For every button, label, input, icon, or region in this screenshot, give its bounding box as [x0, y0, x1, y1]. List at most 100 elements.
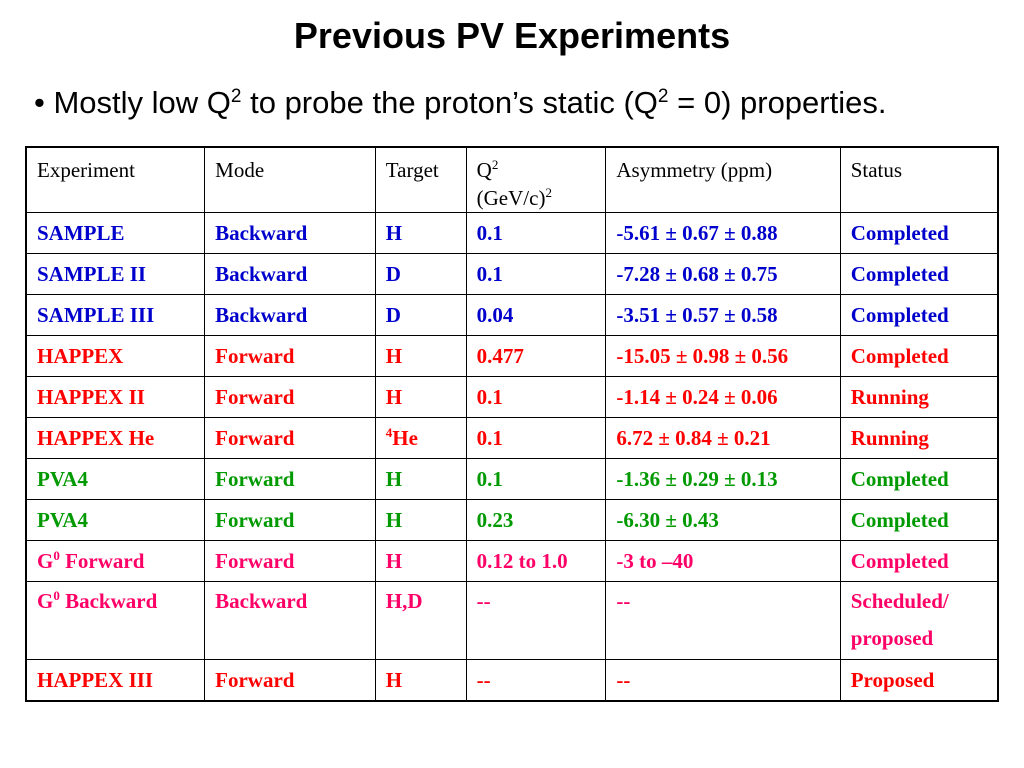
cell-experiment: HAPPEX: [25, 335, 206, 377]
experiment-name: HAPPEX He: [37, 426, 155, 450]
header-asymmetry: Asymmetry (ppm): [605, 146, 841, 213]
target-superscript: 4: [385, 425, 393, 440]
experiments-table: Experiment Mode Target Q2 (GeV/c)2 Asymme…: [25, 146, 999, 702]
experiment-superscript: 0: [53, 588, 60, 603]
experiment-name: PVA4: [37, 467, 88, 491]
mode-value: Forward: [215, 668, 295, 692]
cell-q2: 0.477: [465, 335, 607, 377]
status-value: Completed: [850, 262, 949, 286]
q2-value: --: [476, 589, 491, 613]
table-row: SAMPLE II Backward D 0.1 -7.28 ± 0.68 ± 0.75…: [25, 253, 999, 295]
status-value: Running: [850, 426, 929, 450]
target-value: H,D: [385, 589, 423, 613]
cell-asymmetry: -1.14 ± 0.24 ± 0.06: [605, 376, 841, 418]
cell-mode: Forward: [204, 376, 376, 418]
cell-status: Completed: [839, 540, 999, 582]
cell-mode: Forward: [204, 458, 376, 500]
table-row: HAPPEX III Forward H -- -- Proposed: [25, 659, 999, 701]
experiment-name: SAMPLE: [37, 221, 125, 245]
cell-status: Running: [839, 417, 999, 459]
mode-value: Forward: [215, 508, 295, 532]
bullet-superscript-1: 2: [230, 86, 242, 107]
asymmetry-value: -3.51 ± 0.57 ± 0.58: [616, 303, 778, 327]
cell-experiment: PVA4: [25, 458, 206, 500]
mode-value: Forward: [215, 385, 295, 409]
table-row: HAPPEX Forward H 0.477 -15.05 ± 0.98 ± 0.56 C…: [25, 335, 999, 377]
cell-target: H: [374, 499, 467, 541]
bullet-text-part1: Mostly low Q: [53, 85, 231, 120]
q2-value: 0.23: [476, 508, 514, 532]
header-q2-superscript: 2: [491, 157, 499, 172]
cell-mode: Forward: [204, 417, 376, 459]
cell-experiment: HAPPEX He: [25, 417, 206, 459]
q2-value: 0.1: [476, 221, 503, 245]
q2-value: --: [476, 668, 491, 692]
mode-value: Forward: [215, 426, 295, 450]
cell-q2: 0.23: [465, 499, 607, 541]
mode-value: Forward: [215, 549, 295, 573]
cell-status: Running: [839, 376, 999, 418]
status-value: Completed: [850, 549, 949, 573]
table-row: HAPPEX II Forward H 0.1 -1.14 ± 0.24 ± 0.06 R…: [25, 376, 999, 418]
cell-target: D: [374, 294, 467, 336]
cell-status: Proposed: [839, 659, 999, 701]
cell-experiment: HAPPEX III: [25, 659, 206, 701]
asymmetry-value: --: [616, 589, 631, 613]
cell-asymmetry: --: [605, 581, 841, 660]
target-value: H: [385, 668, 403, 692]
header-q2-unit: (GeV/c): [476, 186, 546, 210]
cell-q2: 0.1: [465, 253, 607, 295]
target-value: H: [385, 344, 403, 368]
status-value: Completed: [850, 344, 949, 368]
cell-experiment: SAMPLE III: [25, 294, 206, 336]
asymmetry-value: -7.28 ± 0.68 ± 0.75: [616, 262, 778, 286]
header-target: Target: [374, 146, 467, 213]
mode-value: Backward: [215, 589, 308, 613]
cell-asymmetry: --: [605, 659, 841, 701]
asymmetry-value: -15.05 ± 0.98 ± 0.56: [616, 344, 789, 368]
target-value: He: [392, 426, 418, 450]
status-value: Completed: [850, 467, 949, 491]
cell-target: H: [374, 335, 467, 377]
header-q2: Q2 (GeV/c)2: [465, 146, 607, 213]
cell-asymmetry: -1.36 ± 0.29 ± 0.13: [605, 458, 841, 500]
cell-status: Scheduled/proposed: [839, 581, 999, 660]
experiment-prefix: G: [37, 549, 54, 573]
table-row: HAPPEX He Forward 4He 0.1 6.72 ± 0.84 ± 0.21…: [25, 417, 999, 459]
table-row: G0 Forward Forward H 0.12 to 1.0 -3 to –40 Co…: [25, 540, 999, 582]
target-value: H: [385, 508, 403, 532]
cell-experiment: PVA4: [25, 499, 206, 541]
cell-mode: Forward: [204, 335, 376, 377]
experiment-name: HAPPEX III: [37, 668, 154, 692]
experiment-name: SAMPLE III: [37, 303, 155, 327]
bullet-marker: •: [34, 85, 45, 120]
experiment-name: HAPPEX: [37, 344, 124, 368]
cell-target: D: [374, 253, 467, 295]
cell-mode: Backward: [204, 253, 376, 295]
status-value: Completed: [850, 303, 949, 327]
asymmetry-value: -1.14 ± 0.24 ± 0.06: [616, 385, 778, 409]
mode-value: Forward: [215, 467, 295, 491]
asymmetry-value: -6.30 ± 0.43: [616, 508, 719, 532]
status-value-line2: proposed: [850, 626, 934, 650]
target-value: H: [385, 221, 403, 245]
q2-value: 0.477: [476, 344, 524, 368]
status-value: Completed: [850, 508, 949, 532]
cell-q2: --: [465, 581, 607, 660]
experiment-name: PVA4: [37, 508, 88, 532]
table-header-row: Experiment Mode Target Q2 (GeV/c)2 Asymme…: [25, 146, 999, 213]
experiment-superscript: 0: [53, 548, 60, 563]
cell-status: Completed: [839, 294, 999, 336]
q2-value: 0.1: [476, 467, 503, 491]
bullet-point: • Mostly low Q2 to probe the proton’s st…: [34, 82, 886, 124]
table-row: SAMPLE Backward H 0.1 -5.61 ± 0.67 ± 0.88 Com…: [25, 212, 999, 254]
q2-value: 0.1: [476, 385, 503, 409]
cell-q2: 0.1: [465, 376, 607, 418]
experiment-prefix: G: [37, 589, 54, 613]
cell-asymmetry: 6.72 ± 0.84 ± 0.21: [605, 417, 841, 459]
table-body: SAMPLE Backward H 0.1 -5.61 ± 0.67 ± 0.88 Com…: [25, 212, 999, 701]
cell-mode: Backward: [204, 294, 376, 336]
cell-mode: Forward: [204, 540, 376, 582]
asymmetry-value: -5.61 ± 0.67 ± 0.88: [616, 221, 778, 245]
cell-experiment: SAMPLE II: [25, 253, 206, 295]
